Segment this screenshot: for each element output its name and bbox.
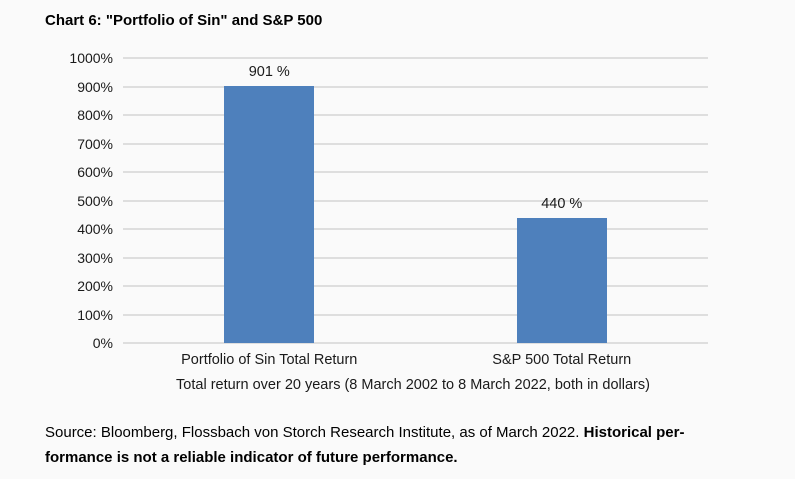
bar-sp500 <box>516 217 607 343</box>
bar-portfolio-of-sin <box>224 86 315 343</box>
y-axis-tick: 800% <box>77 107 113 123</box>
gridline <box>123 199 708 202</box>
gridline <box>123 85 708 88</box>
bar-value-label: 901 % <box>248 64 290 81</box>
source-note: Source: Bloomberg, Flossbach von Storch … <box>45 420 765 470</box>
y-axis-tick: 700% <box>77 135 113 152</box>
disclaimer-bold-line2: formance is not a reliable indicator of … <box>45 449 458 466</box>
y-axis-tick: 500% <box>77 192 113 209</box>
y-axis-tick: 300% <box>77 249 113 266</box>
y-axis-tick: 100% <box>77 306 113 323</box>
x-category-label: Portfolio of Sin Total Return <box>181 352 358 368</box>
y-axis-tick: 600% <box>77 164 113 180</box>
bar-value-label: 440 % <box>541 195 583 212</box>
y-axis-tick: 200% <box>77 278 113 294</box>
gridline <box>123 142 708 145</box>
y-axis-tick: 0% <box>92 335 113 351</box>
gridline <box>123 313 708 316</box>
y-axis-tick: 1000% <box>69 50 113 66</box>
gridline <box>123 57 708 59</box>
source-text: Source: Bloomberg, Flossbach von Storch … <box>45 424 580 441</box>
y-axis-tick: 900% <box>77 78 113 95</box>
x-axis-subtitle: Total return over 20 years (8 March 2002… <box>176 377 650 393</box>
gridline <box>123 342 708 344</box>
x-category-label: S&P 500 Total Return <box>492 352 632 368</box>
gridline <box>123 228 708 230</box>
gridline <box>123 171 708 173</box>
gridline <box>123 285 708 287</box>
plot-area: 0% 100% 200% 300% 400% 500% 600% 700% 800% 900% 10… <box>69 50 708 368</box>
gridline <box>123 256 708 259</box>
y-axis-tick: 400% <box>77 221 113 237</box>
disclaimer-bold-line1: Historical per- <box>583 424 685 441</box>
chart-title: Chart 6: "Portfolio of Sin" and S&P 500 <box>45 12 323 29</box>
gridline <box>123 114 708 116</box>
